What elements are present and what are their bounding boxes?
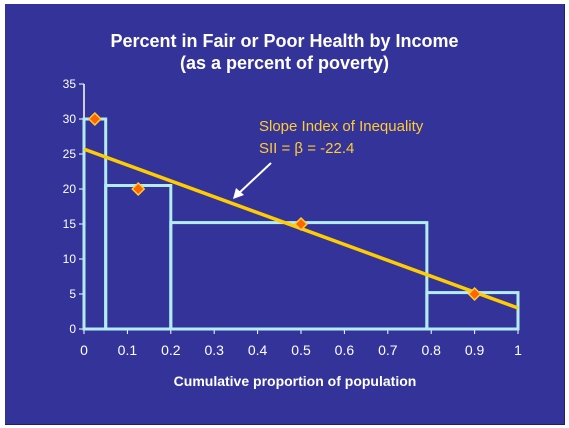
y-tick-label: 35 xyxy=(63,77,77,91)
data-point xyxy=(87,111,102,127)
x-tick-label: 0.8 xyxy=(421,342,441,358)
y-tick-label: 10 xyxy=(63,252,77,266)
y-tick-label: 20 xyxy=(63,182,77,196)
chart-title: Percent in Fair or Poor Health by Income xyxy=(110,31,459,51)
y-tick-label: 5 xyxy=(69,287,76,301)
data-point xyxy=(131,181,146,197)
y-tick-label: 15 xyxy=(63,217,77,231)
x-tick-label: 0.9 xyxy=(465,342,485,358)
x-tick-label: 0.5 xyxy=(291,342,311,358)
x-tick-label: 1 xyxy=(514,342,522,358)
x-tick-label: 0.6 xyxy=(335,342,355,358)
tick-labels: 0 5 10 15 20 25 30 35 0 0.1 0.2 0.3 0.4 0.5 0.6 0.7 0.8 0… xyxy=(63,77,522,358)
x-axis-label: Cumulative proportion of population xyxy=(174,373,417,389)
x-tick-label: 0 xyxy=(80,342,88,358)
data-points xyxy=(87,111,482,302)
annotation-arrow-shaft xyxy=(237,162,272,195)
x-tick-label: 0.2 xyxy=(161,342,181,358)
bar xyxy=(104,184,173,331)
x-tick-label: 0.1 xyxy=(118,342,138,358)
data-point xyxy=(293,216,309,232)
x-tick-label: 0.7 xyxy=(378,342,398,358)
x-tick-label: 0.4 xyxy=(248,342,268,358)
annotation-title: Slope Index of Inequality xyxy=(259,118,424,135)
y-tick-label: 30 xyxy=(63,112,77,126)
slide-background xyxy=(5,4,565,425)
annotation-arrow-head xyxy=(233,188,244,199)
y-tick-label: 25 xyxy=(63,147,77,161)
annotation-sii: SII = β = -22.4 xyxy=(259,140,354,157)
bar xyxy=(169,221,429,331)
chart-subtitle: (as a percent of poverty) xyxy=(179,53,390,73)
y-tick-label: 0 xyxy=(69,322,76,336)
data-point xyxy=(467,286,482,302)
x-tick-label: 0.3 xyxy=(204,342,224,358)
